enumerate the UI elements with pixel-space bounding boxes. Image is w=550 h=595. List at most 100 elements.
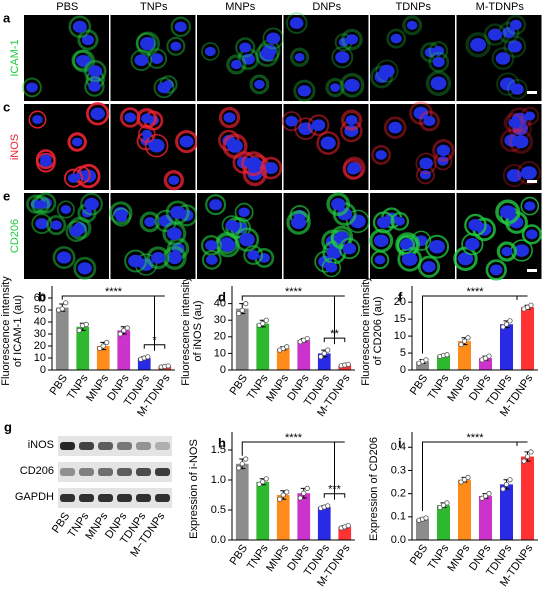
nucleus bbox=[501, 246, 513, 257]
nucleus bbox=[470, 38, 487, 52]
data-point bbox=[256, 481, 262, 487]
x-tick-label: MNPs bbox=[264, 542, 291, 574]
stain bbox=[222, 133, 248, 159]
nucleus bbox=[320, 136, 336, 150]
band-label: GAPDH bbox=[15, 491, 54, 503]
band bbox=[155, 442, 170, 450]
data-point bbox=[528, 449, 534, 455]
y-tick-label: 50 bbox=[34, 304, 46, 316]
data-point bbox=[321, 350, 327, 357]
nucleus bbox=[84, 197, 99, 211]
nucleus bbox=[432, 46, 445, 56]
stain bbox=[396, 235, 415, 255]
nucleus bbox=[326, 246, 342, 260]
nucleus bbox=[419, 157, 433, 170]
stain bbox=[67, 132, 87, 152]
x-tick-label: MNPs bbox=[264, 372, 291, 404]
nucleus bbox=[379, 64, 395, 78]
panel-letter: g bbox=[4, 419, 12, 434]
y-axis-label: Fluorescence intensity bbox=[360, 276, 372, 386]
stain bbox=[316, 131, 341, 155]
y-tick-label: 10 bbox=[394, 330, 406, 342]
nucleus bbox=[179, 135, 194, 148]
data-point bbox=[63, 300, 69, 306]
stain bbox=[483, 23, 507, 46]
stain bbox=[370, 250, 390, 270]
nucleus bbox=[457, 252, 474, 266]
nucleus bbox=[141, 113, 153, 124]
nucleus bbox=[90, 107, 105, 120]
data-point bbox=[458, 341, 464, 348]
nucleus bbox=[157, 82, 171, 94]
nucleus bbox=[60, 205, 72, 214]
nucleus bbox=[285, 115, 298, 127]
nucleus bbox=[521, 166, 537, 180]
stain bbox=[341, 109, 363, 131]
y-tick-label: 0.0 bbox=[211, 534, 226, 546]
nucleus bbox=[388, 121, 403, 134]
row-label: CD206 bbox=[9, 219, 21, 253]
bar bbox=[457, 479, 472, 540]
bar bbox=[520, 456, 535, 540]
significance-label: **** bbox=[105, 286, 123, 298]
nucleus bbox=[205, 240, 218, 251]
nucleus bbox=[423, 115, 436, 127]
data-point bbox=[301, 490, 307, 496]
nucleus bbox=[419, 170, 431, 180]
y-tick-label: 0.4 bbox=[391, 441, 406, 453]
stain bbox=[73, 256, 97, 280]
data-point bbox=[121, 327, 127, 333]
y-tick-label: 1.0 bbox=[211, 474, 226, 486]
nucleus bbox=[247, 250, 260, 261]
data-point bbox=[124, 325, 130, 331]
stain bbox=[503, 112, 524, 133]
y-axis-label: Fluorescence intensity bbox=[0, 276, 12, 386]
data-point bbox=[440, 502, 447, 508]
stain bbox=[465, 32, 491, 58]
significance-bracket bbox=[143, 344, 166, 349]
stain bbox=[485, 259, 507, 281]
nucleus bbox=[506, 169, 522, 182]
panel-letter: d bbox=[218, 289, 226, 304]
data-point bbox=[423, 515, 429, 521]
nucleus bbox=[344, 78, 360, 92]
bar bbox=[96, 346, 110, 370]
y-tick-label: 0.3 bbox=[391, 464, 406, 476]
data-point bbox=[236, 465, 242, 471]
stain bbox=[325, 77, 345, 98]
band bbox=[136, 442, 151, 450]
nucleus bbox=[241, 53, 255, 65]
scale-bar bbox=[527, 91, 537, 94]
nucleus bbox=[71, 137, 83, 147]
column-header: TNPs bbox=[140, 1, 168, 13]
data-point bbox=[83, 321, 89, 327]
data-point bbox=[507, 477, 513, 483]
scale-bar bbox=[527, 269, 537, 272]
data-point bbox=[284, 344, 290, 350]
data-point bbox=[500, 324, 506, 330]
data-point bbox=[145, 354, 151, 360]
nucleus bbox=[335, 51, 350, 64]
data-point bbox=[318, 354, 324, 360]
stain bbox=[235, 37, 256, 58]
band bbox=[117, 494, 132, 502]
stain bbox=[83, 59, 107, 83]
nucleus bbox=[124, 112, 136, 123]
stain bbox=[375, 59, 399, 83]
bar bbox=[457, 341, 472, 370]
y-axis-label: Expression of CD206 bbox=[368, 437, 380, 541]
panel-letter: e bbox=[3, 188, 10, 203]
stain bbox=[205, 194, 227, 216]
nucleus bbox=[40, 154, 52, 165]
bar bbox=[276, 348, 290, 370]
nucleus bbox=[507, 40, 523, 53]
stain bbox=[495, 199, 521, 225]
stain bbox=[390, 211, 410, 231]
stain bbox=[56, 200, 75, 219]
data-point bbox=[280, 492, 286, 498]
nucleus bbox=[204, 46, 216, 57]
nucleus bbox=[81, 34, 95, 46]
y-tick-label: 0 bbox=[40, 364, 46, 376]
stain bbox=[35, 149, 56, 170]
stain bbox=[52, 246, 76, 270]
